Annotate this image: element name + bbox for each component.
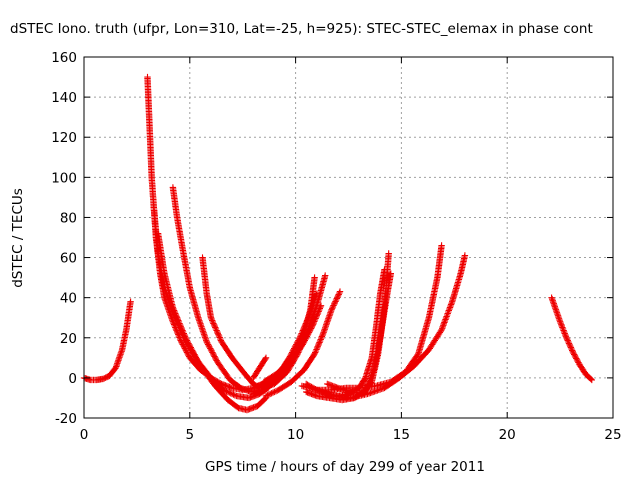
series-10 [260,302,325,386]
series-layer [80,73,595,414]
series-9-marks [258,272,329,392]
y-tick-label: 20 [60,331,77,347]
series-6-marks [199,254,263,392]
y-tick-label: 0 [68,371,77,387]
series-2 [144,73,268,394]
y-tick-label: 160 [51,50,77,66]
series-12 [250,354,270,382]
chart-title: dSTEC Iono. truth (ufpr, Lon=310, Lat=-2… [10,21,593,37]
x-tick-label: 10 [287,427,304,443]
series-9 [258,272,329,392]
x-tick-label: 15 [393,427,410,443]
series-1-marks [80,298,134,384]
y-tick-label: 120 [51,130,77,146]
x-tick-label: 5 [186,427,195,443]
y-tick-label: -20 [55,411,77,427]
series-6 [199,254,263,392]
y-tick-label: 40 [60,291,77,307]
series-17-marks [313,252,469,402]
series-12-marks [250,354,270,382]
y-tick-label: 60 [60,251,77,267]
axis-ticks [83,56,614,419]
x-tick-label: 20 [499,427,516,443]
series-11 [262,288,344,400]
series-2-marks [144,73,268,394]
series-5-marks [169,184,265,396]
y-tick-label: 100 [51,170,77,186]
series-18 [548,294,595,384]
series-18-marks [548,294,595,384]
y-tick-label: 140 [51,90,77,106]
series-17 [313,252,469,402]
y-tick-label: 80 [60,210,77,226]
x-tick-label: 0 [80,427,89,443]
series-5 [169,184,265,396]
x-axis-label: GPS time / hours of day 299 of year 2011 [205,459,485,475]
x-tick-label: 25 [604,427,621,443]
y-axis-label: dSTEC / TECUs [10,188,26,288]
series-1 [80,298,134,384]
series-10-marks [260,302,325,386]
gridlines [84,57,613,418]
plot-frame [83,56,614,419]
series-4 [154,230,270,414]
series-4-marks [154,230,270,414]
series-11-marks [262,288,344,400]
